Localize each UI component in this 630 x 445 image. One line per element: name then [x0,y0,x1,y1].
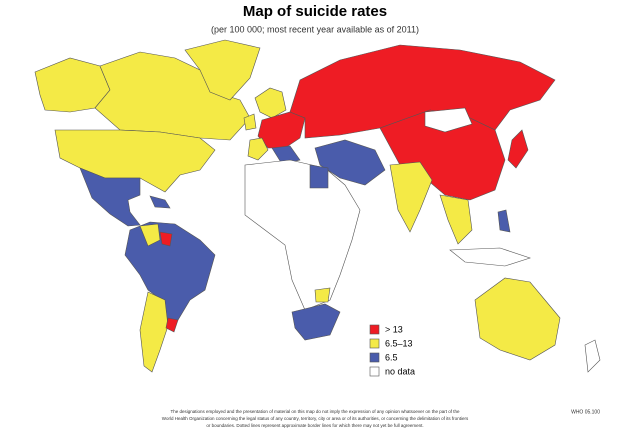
south-europe [271,145,301,165]
uruguay [165,317,179,333]
southeast-asia [439,194,473,245]
legend-label: 6.5–13 [385,338,413,348]
south-america [124,221,216,327]
iberia [247,137,269,161]
legend-swatch [369,352,380,363]
legend: > 13 6.5–13 6.5 no data [369,324,415,377]
scandinavia [254,87,287,119]
japan [507,129,529,169]
russia [289,44,556,139]
legend-swatch [369,338,380,349]
disclaimer-line: The designations employed and the presen… [171,409,460,414]
map-code: WHO 05.100 [571,409,600,415]
disclaimer-line: World Health Organization concerning the… [162,416,469,421]
venezuela [139,223,161,247]
central-europe [257,111,306,149]
africa [244,159,361,311]
argentina-chile [139,291,169,373]
egypt [309,164,329,189]
philippines [497,209,511,233]
legend-label: no data [385,366,415,376]
greenland [184,39,261,101]
world-map [34,39,601,373]
indonesia [449,247,531,267]
title: Map of suicide rates [243,3,387,20]
south-africa [291,303,341,341]
mongolia [424,107,473,133]
india [389,161,433,233]
legend-label: 6.5 [385,352,398,362]
legend-label: > 13 [385,324,403,334]
zimbabwe [314,287,331,303]
canada [94,51,251,141]
new-zealand [584,339,601,373]
uk [243,113,257,131]
guyana [159,231,173,247]
legend-swatch [369,366,380,377]
legend-swatch [369,324,380,335]
caribbean [149,195,171,209]
australia [474,277,561,361]
mexico-central-america [79,167,141,227]
subtitle: (per 100 000; most recent year available… [211,24,419,34]
disclaimer-line: or boundaries. Dotted lines represent ap… [206,423,423,428]
